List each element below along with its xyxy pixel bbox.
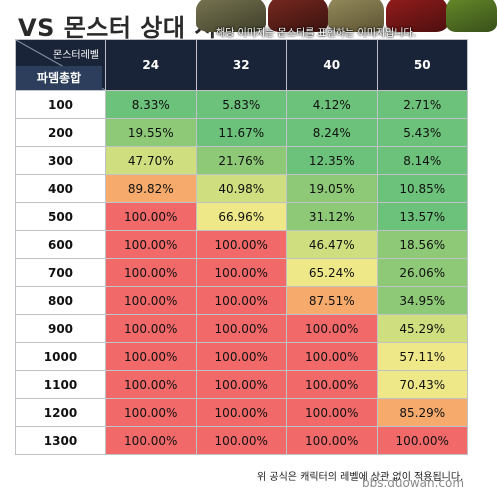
probability-cell: 31.12% (286, 202, 378, 231)
probability-cell: 66.96% (195, 202, 287, 231)
probability-cell: 12.35% (286, 146, 378, 175)
table-row: 100 8.33% 5.83% 4.12% 2.71% (15, 90, 468, 119)
probability-cell: 10.85% (376, 174, 468, 203)
probability-cell: 100.00% (105, 426, 197, 455)
probability-cell: 21.76% (195, 146, 287, 175)
level-header-32: 32 (195, 39, 287, 91)
monster-figure (328, 0, 384, 32)
table-row: 700 100.00% 100.00% 65.24% 26.06% (15, 258, 468, 287)
monster-figure (446, 0, 497, 32)
probability-cell: 5.83% (195, 90, 287, 119)
monster-figure (268, 0, 328, 32)
damage-row-label: 700 (15, 258, 106, 287)
probability-cell: 19.55% (105, 118, 197, 147)
table-body: 100 8.33% 5.83% 4.12% 2.71% 200 19.55% 11.67% 8.… (15, 90, 468, 455)
probability-cell: 100.00% (105, 398, 197, 427)
table-row: 800 100.00% 100.00% 87.51% 34.95% (15, 286, 468, 315)
probability-cell: 19.05% (286, 174, 378, 203)
probability-cell: 100.00% (105, 258, 197, 287)
table-row: 200 19.55% 11.67% 8.24% 5.43% (15, 118, 468, 147)
probability-cell: 2.71% (376, 90, 468, 119)
level-header-50: 50 (376, 39, 468, 91)
probability-cell: 100.00% (105, 230, 197, 259)
monster-figure (196, 0, 266, 32)
probability-cell: 46.47% (286, 230, 378, 259)
probability-cell: 100.00% (195, 398, 287, 427)
probability-cell: 87.51% (286, 286, 378, 315)
damage-row-label: 600 (15, 230, 106, 259)
level-header-24: 24 (105, 39, 197, 91)
probability-cell: 34.95% (376, 286, 468, 315)
probability-cell: 47.70% (105, 146, 197, 175)
probability-cell: 65.24% (286, 258, 378, 287)
probability-cell: 89.82% (105, 174, 197, 203)
probability-cell: 40.98% (195, 174, 287, 203)
probability-cell: 100.00% (286, 398, 378, 427)
damage-row-label: 300 (15, 146, 106, 175)
probability-cell: 11.67% (195, 118, 287, 147)
probability-cell: 18.56% (376, 230, 468, 259)
probability-cell: 100.00% (195, 426, 287, 455)
monster-level-label: 몬스터레벨 (53, 50, 99, 61)
monster-figure (386, 0, 448, 32)
probability-cell: 8.24% (286, 118, 378, 147)
probability-cell: 57.11% (376, 342, 468, 371)
probability-cell: 100.00% (195, 342, 287, 371)
damage-row-label: 100 (15, 90, 106, 119)
table-corner-header: 몬스터레벨 파뎀총합 (15, 39, 106, 91)
damage-row-label: 200 (15, 118, 106, 147)
image-caption: 해당 이미지는 몬스터를 표현하는 이미지입니다. (216, 28, 416, 39)
damage-row-label: 1200 (15, 398, 106, 427)
formula-note: 위 공식은 캐릭터의 레벨에 상관 없이 적용됩니다. (257, 472, 464, 483)
probability-cell: 100.00% (105, 286, 197, 315)
damage-row-label: 500 (15, 202, 106, 231)
probability-cell: 8.33% (105, 90, 197, 119)
watermark: bbs.duowan.com (362, 476, 465, 490)
probability-cell: 100.00% (195, 258, 287, 287)
probability-cell: 100.00% (105, 370, 197, 399)
probability-cell: 100.00% (286, 370, 378, 399)
damage-probability-table: 몬스터레벨 파뎀총합 24 32 40 50 100 8.33% 5.83% 4.12… (15, 39, 468, 455)
probability-cell: 13.57% (376, 202, 468, 231)
monster-banner-image (190, 0, 497, 36)
probability-cell: 100.00% (105, 202, 197, 231)
damage-row-label: 800 (15, 286, 106, 315)
table-row: 1000 100.00% 100.00% 100.00% 57.11% (15, 342, 468, 371)
level-header-40: 40 (286, 39, 378, 91)
probability-cell: 100.00% (105, 314, 197, 343)
probability-cell: 100.00% (195, 230, 287, 259)
probability-cell: 100.00% (105, 342, 197, 371)
page-title: VS 몬스터 상대 시 (18, 14, 217, 42)
table-row: 400 89.82% 40.98% 19.05% 10.85% (15, 174, 468, 203)
probability-cell: 4.12% (286, 90, 378, 119)
probability-cell: 85.29% (376, 398, 468, 427)
damage-row-label: 1100 (15, 370, 106, 399)
probability-cell: 45.29% (376, 314, 468, 343)
damage-total-label: 파뎀총합 (16, 66, 102, 90)
probability-cell: 100.00% (376, 426, 468, 455)
probability-cell: 8.14% (376, 146, 468, 175)
table-row: 500 100.00% 66.96% 31.12% 13.57% (15, 202, 468, 231)
table-row: 600 100.00% 100.00% 46.47% 18.56% (15, 230, 468, 259)
probability-cell: 5.43% (376, 118, 468, 147)
damage-row-label: 900 (15, 314, 106, 343)
probability-cell: 100.00% (195, 314, 287, 343)
probability-cell: 26.06% (376, 258, 468, 287)
damage-row-label: 400 (15, 174, 106, 203)
probability-cell: 100.00% (286, 342, 378, 371)
probability-cell: 100.00% (286, 314, 378, 343)
table-row: 1100 100.00% 100.00% 100.00% 70.43% (15, 370, 468, 399)
damage-row-label: 1000 (15, 342, 106, 371)
table-header-row: 몬스터레벨 파뎀총합 24 32 40 50 (15, 39, 468, 91)
probability-cell: 100.00% (286, 426, 378, 455)
probability-cell: 100.00% (195, 286, 287, 315)
probability-cell: 70.43% (376, 370, 468, 399)
probability-cell: 100.00% (195, 370, 287, 399)
table-row: 900 100.00% 100.00% 100.00% 45.29% (15, 314, 468, 343)
table-row: 300 47.70% 21.76% 12.35% 8.14% (15, 146, 468, 175)
table-row: 1300 100.00% 100.00% 100.00% 100.00% (15, 426, 468, 455)
table-row: 1200 100.00% 100.00% 100.00% 85.29% (15, 398, 468, 427)
damage-row-label: 1300 (15, 426, 106, 455)
